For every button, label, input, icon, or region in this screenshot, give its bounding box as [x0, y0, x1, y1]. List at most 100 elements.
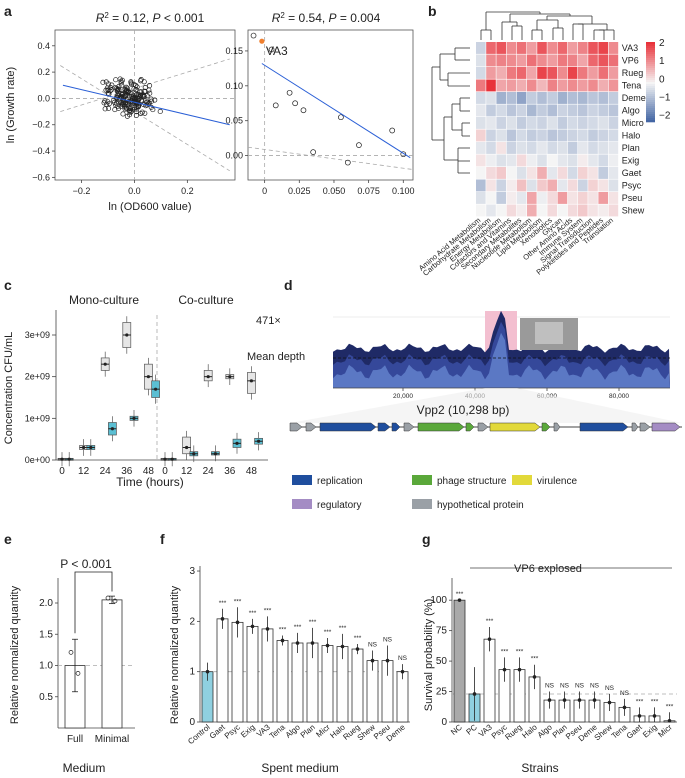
- g-ytick-label: 75: [436, 626, 448, 637]
- g-sig-label: ***: [636, 698, 644, 705]
- heat-cell: [527, 54, 537, 67]
- g-ytick-label: 0: [441, 717, 447, 728]
- heat-cell: [527, 204, 537, 217]
- heat-legend-step: [646, 48, 655, 51]
- g-point: [622, 705, 627, 710]
- g-point: [607, 700, 612, 705]
- heat-cell: [547, 167, 557, 179]
- a-right-r2: = 0.54,: [288, 11, 328, 25]
- heat-cell: [557, 179, 568, 192]
- heat-cell: [567, 117, 578, 129]
- c-co-grey-point: [206, 375, 210, 379]
- f-bar: [291, 642, 304, 723]
- heat-legend-step: [646, 62, 655, 65]
- f-point: [235, 620, 240, 625]
- panel-a-left-frame: [54, 29, 236, 181]
- g-xtick-label: NC: [449, 722, 464, 736]
- panel-d-contig: Vpp2 (10,298 bp): [417, 403, 510, 417]
- a-right-point: [344, 159, 351, 166]
- heat-cell: [578, 167, 588, 179]
- heat-cell: [578, 104, 588, 117]
- heat-row-label: Algo: [622, 106, 640, 116]
- heat-cell: [496, 167, 506, 179]
- panel-a-right-title: R2 = 0.54, P = 0.004: [272, 11, 381, 26]
- heat-legend-step: [646, 54, 655, 57]
- heat-cell: [547, 54, 557, 67]
- heat-cell: [486, 179, 496, 192]
- heat-legend-step: [646, 68, 655, 71]
- a-left-point: [148, 96, 154, 102]
- heat-cell: [547, 104, 557, 117]
- heat-cell: [537, 167, 547, 179]
- panel-g-ylabel: Survival probability (%): [423, 599, 435, 711]
- c-xtick-label: 24: [100, 466, 112, 477]
- c-co-grey-point: [185, 445, 189, 450]
- e-bar: [101, 599, 123, 729]
- g-sig-label: NS: [590, 683, 600, 690]
- a-left-ytick-label: −0.6: [32, 172, 50, 182]
- heat-cell: [567, 179, 578, 192]
- heat-cell: [588, 154, 598, 167]
- heat-cell: [476, 204, 486, 217]
- heat-cell: [547, 79, 557, 92]
- heat-cell: [588, 79, 598, 92]
- heat-cell: [557, 117, 568, 129]
- c-mono-grey-point: [103, 362, 107, 366]
- heat-cell: [557, 204, 568, 217]
- heat-cell: [608, 42, 619, 54]
- panel-a-left-plot: −0.2 0.0 0.2 0.4 0.2 0.0 −0.2 −0.4 −0.6: [32, 30, 235, 196]
- f-point: [310, 641, 315, 645]
- panel-f-plot: 3210Control***Gaet***Psyc***Exig***VA3**…: [186, 566, 410, 746]
- f-sig-label: ***: [354, 635, 362, 642]
- heat-cell: [496, 142, 506, 154]
- f-ytick-label: 1: [189, 667, 195, 678]
- c-mono-blue-point: [132, 416, 136, 420]
- a-left-point: [128, 106, 134, 112]
- c-co-blue-point: [235, 441, 239, 445]
- heat-cell: [486, 79, 496, 92]
- a-left-point: [133, 109, 139, 115]
- a-right-ytick-label: 0.00: [225, 151, 243, 161]
- heat-cell: [527, 92, 537, 104]
- g-bar: [453, 599, 466, 723]
- heat-legend-step: [646, 88, 655, 91]
- a-left-point: [119, 82, 125, 88]
- heat-cell: [496, 92, 506, 104]
- heat-cell: [476, 104, 486, 117]
- a-left-point: [135, 91, 141, 97]
- a-left-r2: = 0.12,: [112, 11, 152, 25]
- panel-g-label: g: [422, 531, 431, 547]
- a-right-xtick-label: 0.025: [288, 186, 311, 196]
- heat-cell: [527, 142, 537, 154]
- e-xtick-label: Full: [67, 734, 83, 745]
- heat-cell: [598, 204, 608, 217]
- a-right-point: [389, 127, 396, 134]
- a-left-point: [100, 79, 106, 85]
- heat-cell: [506, 54, 517, 67]
- d-legend-label: regulatory: [317, 500, 361, 511]
- a-right-ci: [247, 146, 414, 170]
- heat-cell: [486, 92, 496, 104]
- panel-b-label: b: [428, 3, 437, 19]
- heat-cell: [476, 142, 486, 154]
- e-point: [68, 650, 74, 655]
- heat-cell: [557, 192, 568, 204]
- heat-cell: [598, 79, 608, 92]
- g-xtick-label: PC: [464, 723, 478, 737]
- heat-cell: [567, 67, 578, 79]
- a-left-point: [116, 87, 122, 93]
- heat-legend-step: [646, 44, 655, 47]
- f-sig-label: ***: [279, 626, 287, 633]
- panel-d-label: d: [284, 277, 293, 293]
- g-xtick-label: Algo: [536, 722, 554, 740]
- heat-cell: [496, 204, 506, 217]
- d-gene-arrow: [465, 422, 475, 432]
- d-legend-swatch: [412, 475, 432, 485]
- d-gene-arrow: [377, 422, 391, 432]
- heat-legend-step: [646, 50, 655, 53]
- panel-a-xlabel: ln (OD600 value): [108, 201, 191, 213]
- heat-legend-step: [646, 120, 655, 123]
- a-right-xtick-label: 0.075: [357, 186, 380, 196]
- heat-legend-step: [646, 106, 655, 109]
- panel-f-xlabel: Spent medium: [261, 761, 338, 775]
